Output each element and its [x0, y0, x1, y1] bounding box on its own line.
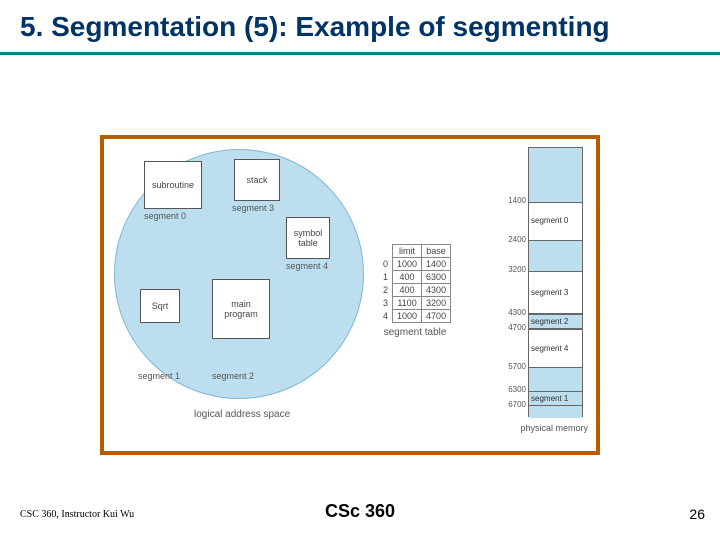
- page-number: 26: [689, 506, 705, 522]
- segment-label-1: segment 1: [138, 371, 180, 381]
- table-row: 14006300: [379, 271, 451, 284]
- segment-table-caption: segment table: [379, 327, 451, 338]
- memory-address: 3200: [486, 265, 526, 274]
- segment-box-2: main program: [212, 279, 270, 339]
- logical-space-panel: logical address space subroutine segment …: [104, 139, 364, 451]
- segment-label-4: segment 4: [286, 261, 328, 271]
- memory-segment-label: segment 4: [531, 344, 568, 353]
- memory-segment-label: segment 0: [531, 216, 568, 225]
- memory-address: 6300: [486, 385, 526, 394]
- memory-address: 4700: [486, 323, 526, 332]
- memory-segment-label: segment 2: [531, 317, 568, 326]
- logical-space-label: logical address space: [194, 409, 290, 420]
- table-row: 24004300: [379, 284, 451, 297]
- memory-segment-label: segment 1: [531, 394, 568, 403]
- memory-address: 2400: [486, 235, 526, 244]
- title-rule: [0, 52, 720, 55]
- memory-address: 6700: [486, 400, 526, 409]
- segment-label-2: segment 2: [212, 371, 254, 381]
- footer-center: CSc 360: [325, 501, 395, 522]
- segment-table: limit base 01000140014006300240043003110…: [379, 244, 451, 338]
- table-row: 010001400: [379, 258, 451, 271]
- physical-memory-caption: physical memory: [520, 423, 588, 433]
- footer-left: CSC 360, Instructor Kui Wu: [20, 509, 134, 520]
- col-limit: limit: [393, 245, 422, 258]
- memory-address: 4300: [486, 308, 526, 317]
- memory-column: segment 0 segment 3 segment 2 segment 4 segm…: [528, 147, 583, 417]
- memory-address: 1400: [486, 196, 526, 205]
- col-base: base: [422, 245, 451, 258]
- physical-memory-panel: segment 0 segment 3 segment 2 segment 4 segm…: [483, 147, 588, 437]
- segment-label-3: segment 3: [232, 203, 274, 213]
- segment-label-0: segment 0: [144, 211, 186, 221]
- segmentation-figure: logical address space subroutine segment …: [100, 135, 600, 455]
- memory-address: 5700: [486, 362, 526, 371]
- segment-box-1: Sqrt: [140, 289, 180, 323]
- table-row: 311003200: [379, 297, 451, 310]
- memory-segment-label: segment 3: [531, 288, 568, 297]
- segment-box-3: stack: [234, 159, 280, 201]
- segment-box-0: subroutine: [144, 161, 202, 209]
- segment-box-4: symbol table: [286, 217, 330, 259]
- table-row: 410004700: [379, 310, 451, 323]
- slide-title: 5. Segmentation (5): Example of segmenti…: [20, 10, 700, 44]
